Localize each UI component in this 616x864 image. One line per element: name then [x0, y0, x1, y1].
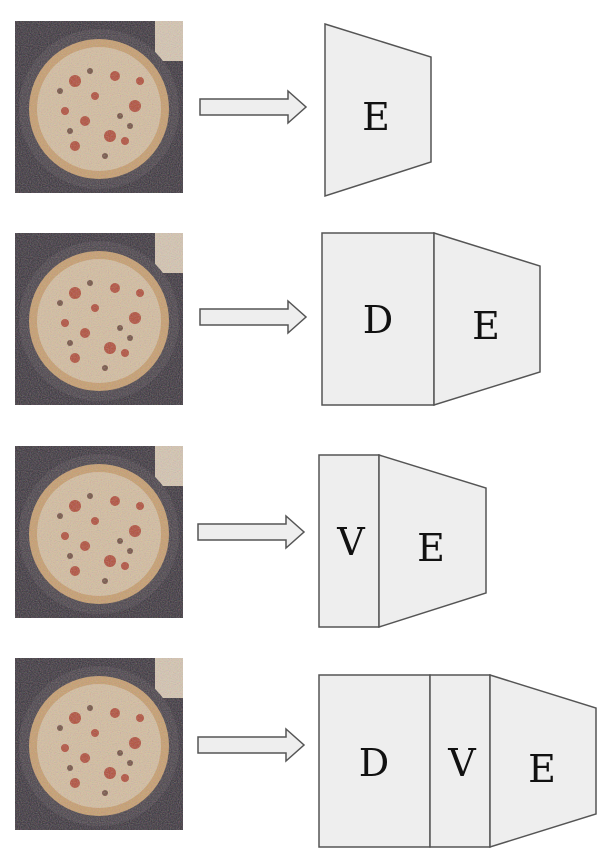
d-block: [321, 232, 435, 406]
encoder-label: E: [528, 747, 556, 791]
arrow-icon: [199, 89, 308, 125]
encoder-label: E: [417, 526, 445, 570]
pizza-image: [15, 658, 183, 830]
row-3: V E: [15, 446, 487, 629]
encoder-block: [489, 673, 597, 849]
encoder-block: [324, 22, 432, 198]
v-label: V: [447, 741, 476, 785]
v-label: V: [336, 520, 365, 564]
pizza-image: [15, 233, 183, 405]
pizza-image: [15, 21, 183, 193]
pizza-image: [15, 446, 183, 618]
arrow-icon: [197, 727, 306, 763]
d-block: [318, 674, 431, 848]
row-2: D E: [15, 231, 541, 407]
row-4: D V E: [15, 658, 597, 849]
encoder-block: [433, 231, 541, 407]
encoder-block: [378, 453, 487, 629]
d-label: D: [359, 741, 389, 785]
encoder-label: E: [472, 304, 500, 348]
arrow-icon: [197, 514, 306, 550]
arrow-icon: [199, 299, 308, 335]
v-block: [318, 454, 380, 628]
encoder-label: E: [362, 95, 390, 139]
row-1: E: [15, 21, 432, 198]
d-label: D: [363, 298, 393, 342]
